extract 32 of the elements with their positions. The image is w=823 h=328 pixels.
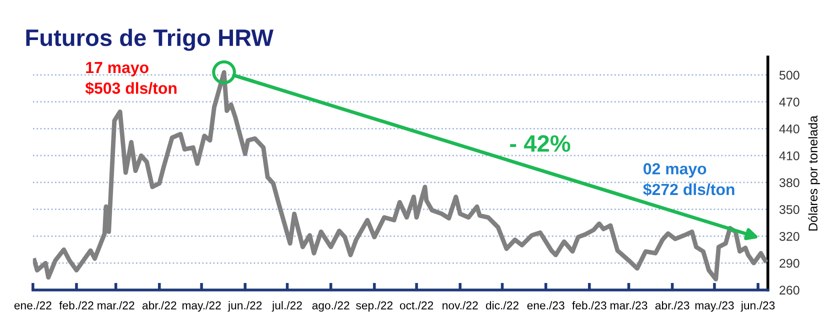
y-tick-label: 410 <box>779 151 800 160</box>
chart-title: Futuros de Trigo HRW <box>26 28 274 51</box>
x-tick-label: may./22 <box>182 301 221 312</box>
y-tick-label: 440 <box>779 124 800 134</box>
x-tick-label: abr./22 <box>142 301 176 310</box>
annotation: 17 mayo $503 dls/ton <box>85 62 176 95</box>
x-tick-label: mar./23 <box>610 301 648 310</box>
x-tick-label: jul./22 <box>272 301 302 312</box>
x-tick-label: mar./22 <box>98 301 134 310</box>
annotation: 02 mayo $272 dls/ton <box>643 163 734 196</box>
x-tick-label: ago./22 <box>312 301 350 312</box>
x-tick-label: abr./23 <box>655 301 690 310</box>
x-tick-label: dic./22 <box>486 301 518 310</box>
y-tick-label: 380 <box>779 178 800 188</box>
y-tick-label: 320 <box>779 232 800 241</box>
x-tick-label: oct./22 <box>400 301 434 310</box>
y-tick-label: 260 <box>780 286 800 295</box>
y-tick-label: 500 <box>779 70 800 80</box>
y-tick-label: 350 <box>779 205 800 214</box>
x-tick-label: feb./22 <box>59 301 94 310</box>
y-tick-label: 290 <box>780 258 800 268</box>
x-tick-label: feb./23 <box>572 301 606 310</box>
y-tick-label: 470 <box>779 98 800 107</box>
x-tick-label: nov./22 <box>442 301 478 310</box>
x-tick-label: ene./22 <box>14 301 52 310</box>
x-tick-label: sep./22 <box>356 301 392 312</box>
x-tick-label: jun./22 <box>228 301 262 312</box>
annotation: - 42% <box>510 135 570 152</box>
x-tick-label: jun./23 <box>740 301 775 312</box>
x-tick-label: ene./23 <box>527 301 564 310</box>
y-axis-title: Dólares por tonelada <box>808 115 820 231</box>
x-tick-label: may./23 <box>695 301 734 312</box>
